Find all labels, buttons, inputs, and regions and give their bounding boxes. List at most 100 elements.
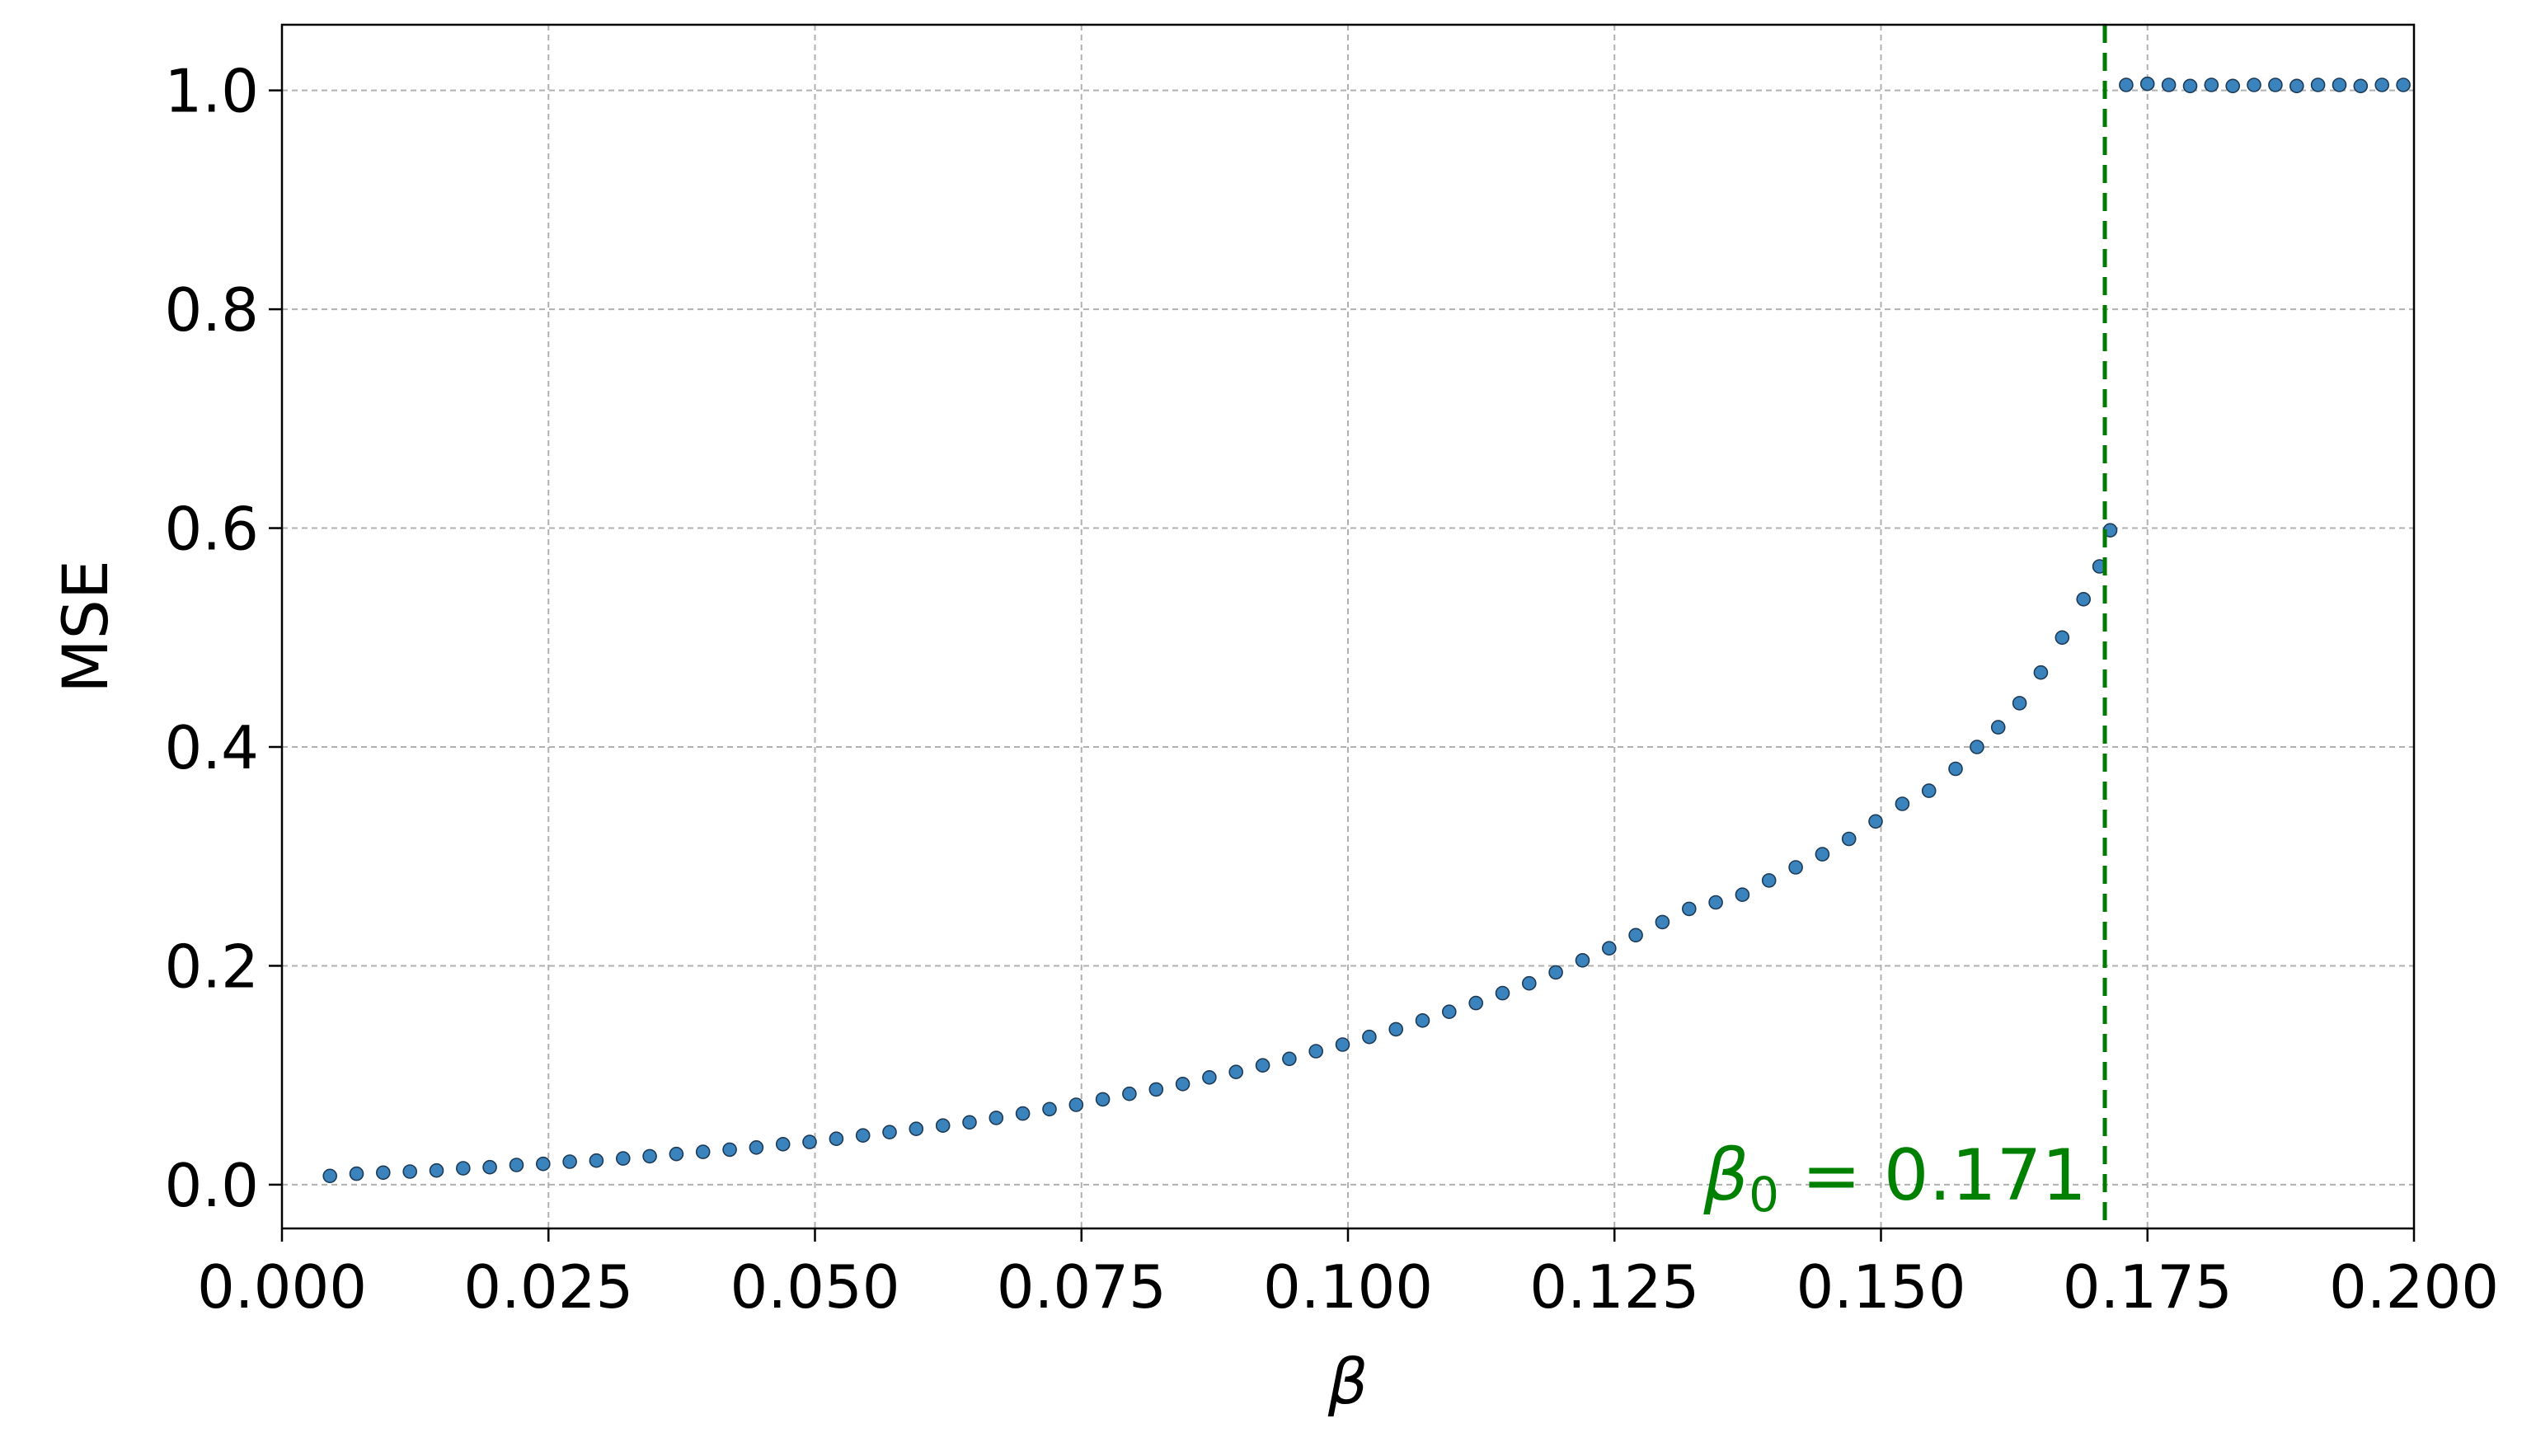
x-tick-label: 0.050 [730, 1252, 899, 1322]
data-point [2012, 696, 2027, 711]
data-point [802, 1134, 817, 1149]
data-point [989, 1111, 1004, 1125]
data-point [2225, 78, 2240, 94]
data-point [1708, 895, 1723, 910]
data-point [1388, 1022, 1403, 1037]
data-point [855, 1128, 871, 1143]
data-point [1148, 1082, 1164, 1097]
data-point [1095, 1092, 1111, 1107]
data-point [1175, 1077, 1191, 1092]
data-point [2161, 77, 2177, 92]
data-point [829, 1131, 844, 1146]
data-point [1970, 740, 1984, 754]
data-point [1228, 1064, 1243, 1079]
data-point [2033, 665, 2049, 680]
data-point [909, 1121, 924, 1136]
data-point [882, 1125, 897, 1139]
data-point [322, 1168, 338, 1184]
data-point [2353, 78, 2369, 94]
data-point [482, 1159, 497, 1175]
data-point [962, 1115, 977, 1130]
data-point [1655, 914, 1670, 930]
data-point [1308, 1044, 1323, 1059]
data-point [1815, 847, 1830, 862]
x-tick-label: 0.100 [1263, 1252, 1433, 1322]
data-point [1682, 901, 1697, 917]
data-point [1042, 1101, 1057, 1117]
data-point [1522, 975, 1537, 991]
data-point [1628, 928, 1643, 943]
data-point [1921, 783, 1937, 798]
data-point [1255, 1058, 1270, 1073]
data-point [1202, 1070, 1217, 1085]
y-tick-label: 0.4 [164, 713, 259, 782]
data-point [562, 1154, 577, 1169]
y-axis-ticks: 0.0 0.2 0.4 0.6 0.8 1.0 [164, 57, 282, 1220]
data-point [1015, 1106, 1031, 1121]
data-point [535, 1156, 551, 1172]
threshold-symbol: β [1702, 1134, 1749, 1217]
data-point [429, 1162, 444, 1178]
data-point [1602, 941, 1617, 956]
data-point [642, 1148, 657, 1164]
x-tick-label: 0.125 [1529, 1252, 1699, 1322]
data-point [1282, 1051, 1297, 1067]
x-tick-label: 0.025 [463, 1252, 633, 1322]
y-tick-label: 0.6 [164, 495, 259, 564]
data-point [722, 1142, 737, 1158]
data-point [1895, 796, 1910, 811]
x-axis-label: β [1327, 1345, 1369, 1418]
data-point [1841, 831, 1857, 847]
data-point [509, 1158, 524, 1172]
data-point [775, 1137, 791, 1152]
data-point [1122, 1086, 1137, 1101]
data-point [2247, 77, 2261, 92]
x-tick-label: 0.200 [2329, 1252, 2499, 1322]
threshold-subscript: 0 [1749, 1167, 1779, 1223]
y-tick-label: 1.0 [164, 57, 259, 126]
data-point [1761, 873, 1777, 888]
data-point [1468, 995, 1483, 1011]
data-point [1575, 953, 1590, 968]
data-point [1415, 1013, 1430, 1028]
x-tick-label: 0.150 [1796, 1252, 1965, 1322]
data-point [935, 1118, 951, 1133]
data-point [375, 1165, 391, 1181]
data-point [2374, 77, 2389, 92]
data-point [1068, 1097, 1084, 1112]
data-point [2332, 77, 2347, 92]
threshold-value: = 0.171 [1779, 1134, 2087, 1217]
x-tick-label: 0.000 [197, 1252, 367, 1322]
y-axis-label: MSE [49, 560, 122, 693]
data-point [1788, 860, 1803, 875]
data-point [1948, 761, 1963, 777]
data-point [455, 1161, 471, 1176]
data-point [1495, 985, 1510, 1001]
data-point [2396, 77, 2411, 92]
data-point [695, 1144, 711, 1159]
data-point [2076, 591, 2091, 607]
data-point [2310, 77, 2326, 92]
data-point [2182, 78, 2198, 94]
data-point [1335, 1037, 1350, 1052]
data-point [349, 1166, 364, 1181]
data-point [2268, 77, 2283, 92]
data-point [749, 1140, 764, 1155]
data-point [1362, 1029, 1377, 1045]
data-point [669, 1146, 684, 1162]
data-point [1735, 887, 1750, 902]
data-point [2119, 77, 2134, 92]
data-point [1442, 1004, 1457, 1019]
x-tick-label: 0.075 [997, 1252, 1167, 1322]
y-tick-label: 0.8 [164, 275, 259, 345]
data-point [1868, 814, 1883, 829]
threshold-annotation: β0 = 0.171 [1702, 1134, 2087, 1223]
data-point [1990, 720, 2006, 735]
y-tick-label: 0.0 [164, 1151, 259, 1220]
data-point [2204, 77, 2219, 92]
data-point [2055, 630, 2070, 646]
data-point [2139, 76, 2155, 92]
data-point [402, 1164, 418, 1179]
y-tick-label: 0.2 [164, 932, 259, 1001]
